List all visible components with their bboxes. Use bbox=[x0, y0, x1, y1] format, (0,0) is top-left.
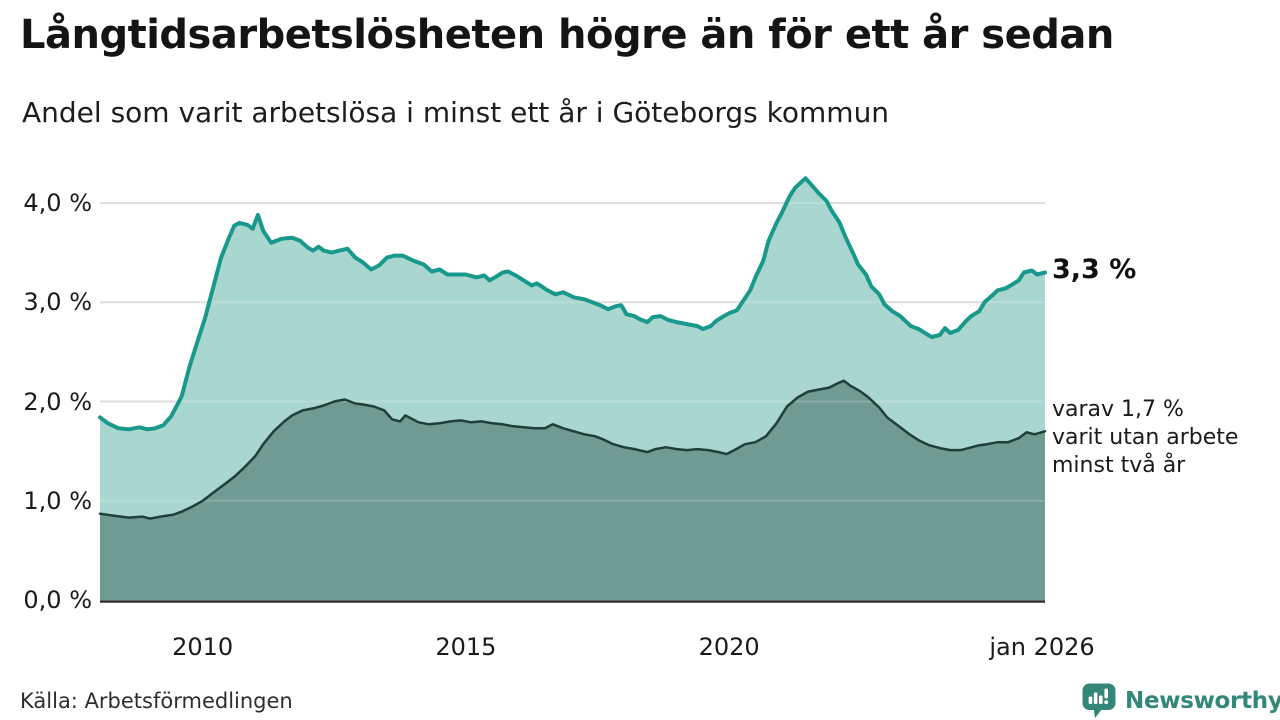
brand-name: Newsworthy bbox=[1125, 688, 1280, 714]
y-tick-label: 0,0 % bbox=[23, 586, 92, 614]
y-tick-label: 2,0 % bbox=[23, 387, 92, 416]
x-tick-label: 2015 bbox=[435, 633, 497, 661]
chart-subtitle: Andel som varit arbetslösa i minst ett å… bbox=[22, 96, 890, 129]
newsworthy-logo-icon bbox=[1082, 683, 1116, 718]
x-tick-label: 2020 bbox=[698, 633, 760, 661]
logo-bar-1 bbox=[1088, 696, 1093, 704]
secondary-series-annotation: varav 1,7 % varit utan arbete minst två … bbox=[1052, 397, 1239, 478]
chart-title: Långtidsarbetslösheten högre än för ett … bbox=[20, 12, 1114, 58]
logo-exclamation-stem bbox=[1104, 688, 1108, 699]
logo-bar-2 bbox=[1093, 692, 1098, 704]
latest-value-label: 3,3 % bbox=[1052, 254, 1137, 285]
y-tick-label: 3,0 % bbox=[23, 288, 92, 317]
newsworthy-logo: Newsworthy bbox=[1082, 683, 1280, 719]
logo-bar-3 bbox=[1099, 695, 1103, 704]
source-note: Källa: Arbetsförmedlingen bbox=[20, 689, 293, 713]
x-tick-label: jan 2026 bbox=[989, 633, 1095, 661]
line-long-term bbox=[98, 176, 1047, 432]
y-tick-label: 1,0 % bbox=[23, 486, 92, 515]
x-tick-label: 2010 bbox=[172, 633, 234, 661]
area-two-years bbox=[100, 380, 1045, 600]
logo-exclamation-dot bbox=[1104, 700, 1108, 704]
y-tick-label: 4,0 % bbox=[23, 189, 92, 217]
line-two-years bbox=[98, 379, 1047, 520]
